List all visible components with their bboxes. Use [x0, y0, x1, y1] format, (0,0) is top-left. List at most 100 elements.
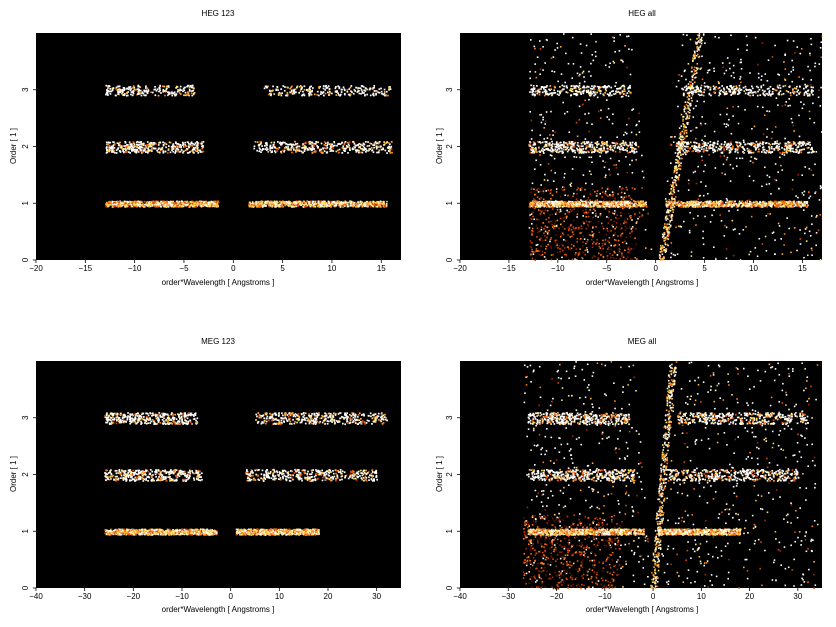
band-point [172, 205, 175, 208]
band-point [111, 200, 114, 203]
band-point [187, 93, 189, 95]
band-point [107, 87, 109, 89]
band-point [191, 145, 194, 147]
noise-point [730, 75, 733, 77]
band-point [383, 143, 386, 146]
noise-point [612, 226, 614, 228]
band-point [366, 205, 369, 208]
streak-point [684, 126, 687, 129]
band-point [145, 204, 148, 206]
band-point [347, 93, 350, 96]
streak-point [693, 72, 696, 75]
band-point [112, 148, 115, 151]
noise-point [542, 198, 545, 201]
streak-point [688, 98, 690, 101]
noise-point [798, 135, 801, 138]
band-point [212, 201, 215, 203]
band-point [321, 201, 323, 203]
noise-point [547, 243, 549, 246]
noise-point [674, 136, 676, 138]
noise-point [808, 110, 811, 113]
band-point [180, 145, 182, 148]
noise-point [588, 170, 591, 172]
noise-point [630, 214, 632, 217]
streak-point [692, 60, 694, 62]
noise-point [616, 254, 619, 256]
band-point [352, 205, 354, 208]
noise-point [756, 94, 759, 97]
band-point [327, 85, 330, 87]
band-point [108, 150, 110, 153]
panel-title: HEG 123 [202, 9, 235, 18]
noise-point [545, 258, 547, 261]
streak-point [687, 105, 689, 107]
band-point [180, 146, 183, 149]
band-point [337, 201, 340, 203]
band-point [563, 205, 566, 207]
streak-point [670, 188, 673, 191]
noise-point [675, 161, 677, 164]
noise-point [591, 183, 594, 185]
band-point [151, 202, 154, 205]
noise-point [550, 220, 552, 223]
band-point [179, 150, 182, 153]
streak-point [676, 176, 678, 178]
band-point [283, 89, 286, 92]
band-point [126, 202, 129, 205]
noise-point [807, 65, 809, 68]
band-point [260, 202, 262, 204]
band-point [157, 151, 159, 153]
band-point [131, 87, 134, 89]
band-point [368, 145, 371, 147]
noise-point [749, 72, 751, 74]
band-point [258, 203, 261, 206]
band-point [132, 148, 134, 151]
band-point [354, 90, 356, 92]
noise-point [624, 249, 626, 251]
band-point [159, 149, 162, 152]
band-point [111, 147, 114, 150]
band-point [150, 141, 152, 144]
band-point [129, 142, 131, 145]
band-point [168, 141, 171, 144]
noise-point [596, 192, 598, 195]
band-point [137, 84, 140, 87]
noise-point [771, 232, 774, 234]
band-point [355, 86, 357, 89]
noise-point [609, 174, 611, 176]
noise-point [546, 209, 549, 212]
band-point [150, 91, 152, 94]
streak-point [696, 68, 699, 71]
band-point [161, 85, 164, 88]
band-point [147, 89, 150, 91]
band-point [134, 89, 137, 91]
band-point [112, 151, 115, 153]
band-point [258, 201, 260, 203]
streak-point [664, 216, 667, 218]
noise-point [567, 246, 569, 248]
band-point [112, 87, 115, 89]
noise-point [671, 136, 673, 138]
streak-point [663, 246, 665, 249]
band-point [566, 204, 568, 207]
noise-point [611, 191, 614, 193]
band-point [116, 89, 119, 91]
noise-point [780, 164, 782, 167]
noise-point [664, 198, 667, 200]
band-point [132, 90, 135, 92]
streak-point [682, 153, 684, 156]
noise-point [692, 217, 695, 220]
noise-point [818, 63, 821, 65]
band-point [332, 204, 335, 207]
noise-point [620, 233, 623, 235]
noise-point [814, 192, 816, 194]
noise-point [564, 247, 566, 249]
band-point [263, 203, 265, 206]
noise-point [821, 131, 823, 133]
streak-point [685, 132, 688, 134]
noise-point [531, 227, 534, 230]
band-point [344, 200, 347, 203]
band-point [163, 85, 166, 88]
noise-point [625, 242, 628, 245]
noise-point [766, 80, 769, 82]
